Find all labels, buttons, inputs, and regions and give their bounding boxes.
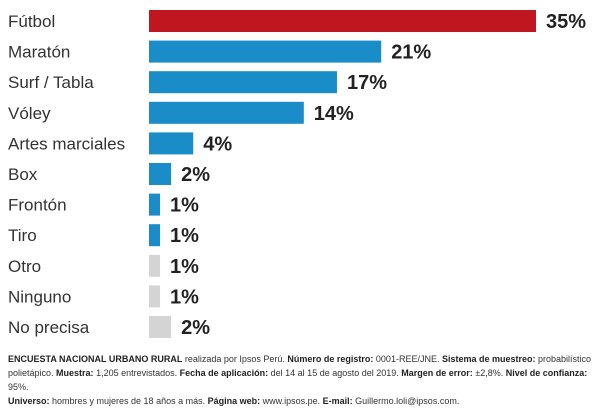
email-value: Guillermo.loli@ipsos.com. (352, 396, 460, 406)
universo-value: hombres y mujeres de 18 años a más. (49, 396, 208, 406)
bar-ninguno (149, 285, 161, 308)
category-label-otro: Otro (8, 257, 41, 276)
bar-box (149, 163, 172, 185)
muestra-label: Muestra: (56, 368, 94, 378)
registro-label: Número de registro: (287, 354, 374, 364)
value-label-box: 2% (181, 164, 210, 186)
margen-value: ±2,8%. (472, 368, 506, 378)
bar-fronton (149, 193, 161, 216)
bar-no-precisa (149, 316, 172, 338)
survey-label: ENCUESTA NACIONAL URBANO RURAL (8, 354, 183, 364)
survey-text: realizada por Ipsos Perú. (182, 354, 288, 364)
nivel-value: 95%. (8, 382, 29, 392)
fecha-value: del 14 al 15 de agosto del 2019. (268, 368, 402, 378)
registro-value: 0001-REE/JNE. (373, 354, 442, 364)
email-label: E-mail: (322, 396, 353, 406)
survey-footnote: ENCUESTA NACIONAL URBANO RURAL realizada… (8, 352, 596, 408)
category-label-maraton: Maratón (8, 43, 70, 62)
category-label-voley: Vóley (8, 104, 51, 123)
web-label: Página web: (207, 396, 261, 406)
nivel-label: Nivel de confianza: (505, 368, 588, 378)
category-label-tiro: Tiro (8, 226, 37, 245)
value-label-ninguno: 1% (170, 286, 199, 308)
category-label-artes-marciales: Artes marciales (8, 134, 125, 153)
bar-voley (149, 101, 304, 124)
value-label-maraton: 21% (391, 42, 431, 64)
web-value: www.ipsos.pe. (260, 396, 323, 406)
bar-maraton (149, 40, 382, 63)
bar-surf-tabla (149, 71, 337, 94)
bar-artes-marciales (149, 132, 194, 155)
universo-label: Universo: (8, 396, 50, 406)
value-label-no-precisa: 2% (181, 317, 210, 339)
value-label-artes-marciales: 4% (203, 133, 232, 155)
value-label-voley: 14% (314, 103, 354, 125)
bar-tiro (149, 224, 161, 247)
value-label-tiro: 1% (170, 225, 199, 247)
value-label-otro: 1% (170, 256, 199, 278)
value-label-fronton: 1% (170, 195, 199, 217)
bar-chart: Fútbol 35% Maratón 21% Surf / Tabla 17% Vóley 1… (8, 10, 586, 339)
category-label-futbol: Fútbol (8, 12, 55, 31)
category-label-no-precisa: No precisa (8, 318, 90, 337)
bar-futbol (149, 10, 536, 32)
muestra-value: 1,205 entrevistados. (93, 368, 180, 378)
category-label-box: Box (8, 165, 38, 184)
category-label-surf-tabla: Surf / Tabla (8, 73, 94, 92)
value-label-futbol: 35% (546, 11, 586, 33)
value-label-surf-tabla: 17% (347, 72, 387, 94)
bar-otro (149, 254, 161, 277)
sistema-value: probabilístico polietápico. (8, 354, 592, 378)
sistema-label: Sistema de muestreo: (441, 354, 536, 364)
category-label-ninguno: Ninguno (8, 287, 71, 306)
fecha-label: Fecha de aplicación: (179, 368, 269, 378)
margen-label: Margen de error: (401, 368, 473, 378)
category-label-fronton: Frontón (8, 196, 67, 215)
